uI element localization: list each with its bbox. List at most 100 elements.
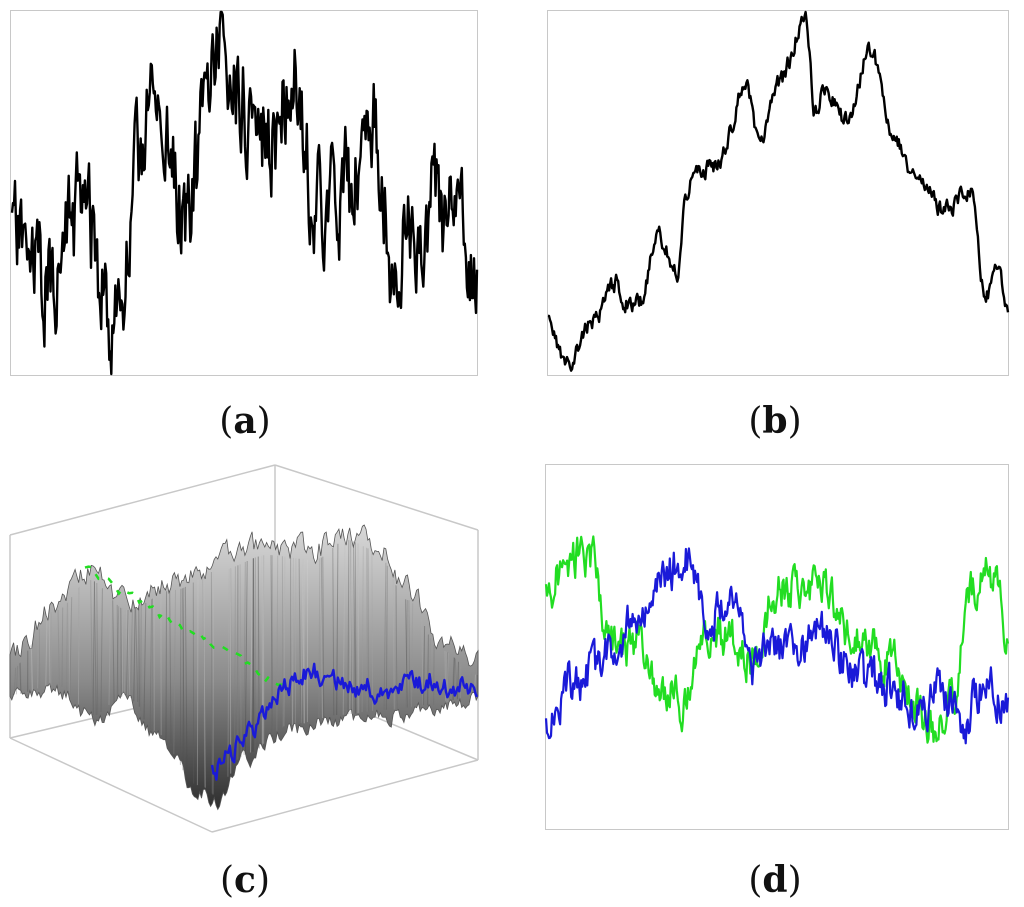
surface-streak xyxy=(116,606,120,699)
caption-d-close: ) xyxy=(787,860,802,901)
surface-streak xyxy=(108,597,112,706)
surface-streak xyxy=(30,643,33,691)
surface-streak xyxy=(126,609,129,696)
surface-streak xyxy=(173,589,176,755)
surface-streak xyxy=(385,565,388,710)
surface-streak xyxy=(45,616,48,687)
surface-streak xyxy=(120,608,123,697)
surface-streak xyxy=(202,576,206,788)
surface-streak xyxy=(152,598,154,731)
surface-streak xyxy=(300,559,304,724)
caption-d-letter: d xyxy=(762,859,788,901)
caption-a-close: ) xyxy=(256,401,271,442)
surface-streak xyxy=(30,645,33,691)
surface-streak xyxy=(169,590,172,744)
surface-streak xyxy=(318,558,321,719)
surface-streak xyxy=(283,556,286,727)
surface-streak xyxy=(140,605,142,712)
caption-a-letter: a xyxy=(233,400,257,442)
caption-b-close: ) xyxy=(787,401,802,442)
surface-streak xyxy=(301,559,305,724)
caption-d-open: ( xyxy=(748,860,763,901)
surface-streak xyxy=(13,667,17,695)
surface-streak xyxy=(120,607,122,698)
surface-streak xyxy=(252,558,255,753)
surface-streak xyxy=(291,557,293,726)
surface-streak xyxy=(127,609,131,696)
surface-streak xyxy=(19,662,22,694)
surface-streak xyxy=(38,629,41,689)
surface-streak xyxy=(239,564,242,758)
surface-streak xyxy=(112,600,115,704)
surface-streak xyxy=(15,665,19,695)
surface-streak xyxy=(165,591,167,740)
surface-streak xyxy=(124,609,126,696)
surface-streak xyxy=(66,602,68,691)
surface-streak xyxy=(133,608,136,702)
surface-streak xyxy=(250,558,253,753)
surface-streak xyxy=(93,581,97,716)
surface-streak xyxy=(320,557,324,718)
surface-streak xyxy=(135,608,139,703)
caption-b: (b) xyxy=(725,403,825,440)
surface-streak xyxy=(61,607,64,688)
surface-streak xyxy=(294,558,297,725)
surface-streak xyxy=(19,663,22,694)
surface-profile-blue xyxy=(210,662,479,781)
surface-streak xyxy=(405,599,408,708)
box-edge-6 xyxy=(211,759,479,833)
caption-a-open: ( xyxy=(219,401,234,442)
surface-streak xyxy=(244,560,248,755)
surface-streak xyxy=(371,549,374,711)
surface-streak xyxy=(212,571,214,795)
surface-streak xyxy=(68,599,71,694)
surface-streak xyxy=(69,597,73,696)
surface-streak xyxy=(138,606,140,707)
surface-streak xyxy=(90,580,93,715)
surface-streak xyxy=(292,557,294,725)
series-line-b xyxy=(547,10,1010,372)
surface-streak xyxy=(92,581,95,716)
caption-c-open: ( xyxy=(219,860,235,901)
surface-streak xyxy=(130,609,133,698)
caption-c-close: ) xyxy=(255,860,270,901)
surface-streak xyxy=(77,586,80,705)
surface-streak xyxy=(179,588,182,765)
surface-streak xyxy=(243,561,246,755)
surface-streak xyxy=(100,588,103,712)
series-line-a xyxy=(10,10,479,376)
surface-streak xyxy=(121,608,124,697)
surface-streak xyxy=(48,614,51,686)
surface-streak xyxy=(383,562,387,711)
box-edge-5 xyxy=(9,737,213,833)
surface-streak xyxy=(427,634,429,706)
surface-streak xyxy=(353,541,356,714)
surface-streak xyxy=(234,566,236,764)
surface-streak xyxy=(320,557,323,719)
surface-streak xyxy=(322,556,325,718)
surface-streak xyxy=(350,540,354,715)
caption-c-letter: c xyxy=(234,859,256,901)
surface-streak xyxy=(230,568,232,774)
surface-streak xyxy=(227,568,230,777)
surface-streak xyxy=(182,587,185,771)
caption-c: (c) xyxy=(195,862,295,899)
surface-streak xyxy=(181,588,185,768)
surface-streak xyxy=(116,604,119,700)
surface-streak xyxy=(411,603,414,707)
box-edge-1 xyxy=(274,464,479,531)
surface-streak xyxy=(332,547,335,716)
surface-streak xyxy=(408,600,411,708)
surface-streak xyxy=(457,661,459,699)
surface-streak xyxy=(196,579,199,786)
surface-streak xyxy=(143,602,147,720)
surface-streak xyxy=(149,599,153,729)
surface-streak xyxy=(405,599,408,708)
surface-streak xyxy=(37,630,39,689)
caption-b-letter: b xyxy=(762,400,788,442)
surface-streak xyxy=(251,558,254,752)
